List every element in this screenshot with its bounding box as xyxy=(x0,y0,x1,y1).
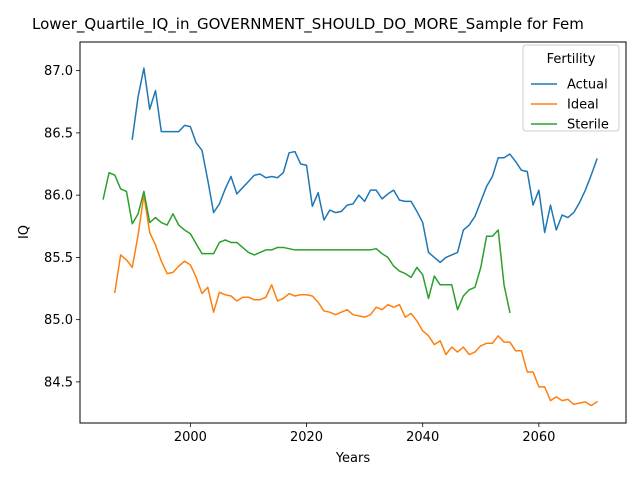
legend-title: Fertility xyxy=(547,52,596,67)
x-axis: 2000 2020 2040 2060 xyxy=(174,423,555,445)
plot-frame xyxy=(79,41,627,424)
y-tick-label: 86.5 xyxy=(44,126,73,141)
legend: Fertility Actual Ideal Sterile xyxy=(522,44,620,133)
legend-label-ideal: Ideal xyxy=(567,98,599,113)
x-tick-label: 2000 xyxy=(174,430,207,445)
legend-box xyxy=(522,44,620,132)
legend-label-actual: Actual xyxy=(567,78,608,93)
series-line-actual xyxy=(131,67,598,264)
legend-label-sterile: Sterile xyxy=(567,118,609,133)
legend-entries: Actual Ideal Sterile xyxy=(531,78,609,133)
y-axis-label: IQ xyxy=(17,225,32,239)
series-line-sterile xyxy=(102,171,511,314)
y-axis: 84.5 85.0 85.5 86.0 86.5 87.0 xyxy=(44,64,80,390)
x-tick-label: 2020 xyxy=(290,430,323,445)
series-line-ideal xyxy=(113,194,598,407)
x-tick-label: 2040 xyxy=(406,430,439,445)
y-tick-label: 84.5 xyxy=(44,375,73,390)
x-tick-label: 2060 xyxy=(522,430,555,445)
y-tick-label: 85.5 xyxy=(44,251,73,266)
series-layer xyxy=(102,67,598,407)
y-tick-label: 86.0 xyxy=(44,189,73,204)
x-axis-label: Years xyxy=(335,451,371,466)
chart-title: Lower_Quartile_IQ_in_GOVERNMENT_SHOULD_D… xyxy=(32,15,584,34)
y-tick-label: 85.0 xyxy=(44,313,73,328)
y-tick-label: 87.0 xyxy=(44,64,73,79)
